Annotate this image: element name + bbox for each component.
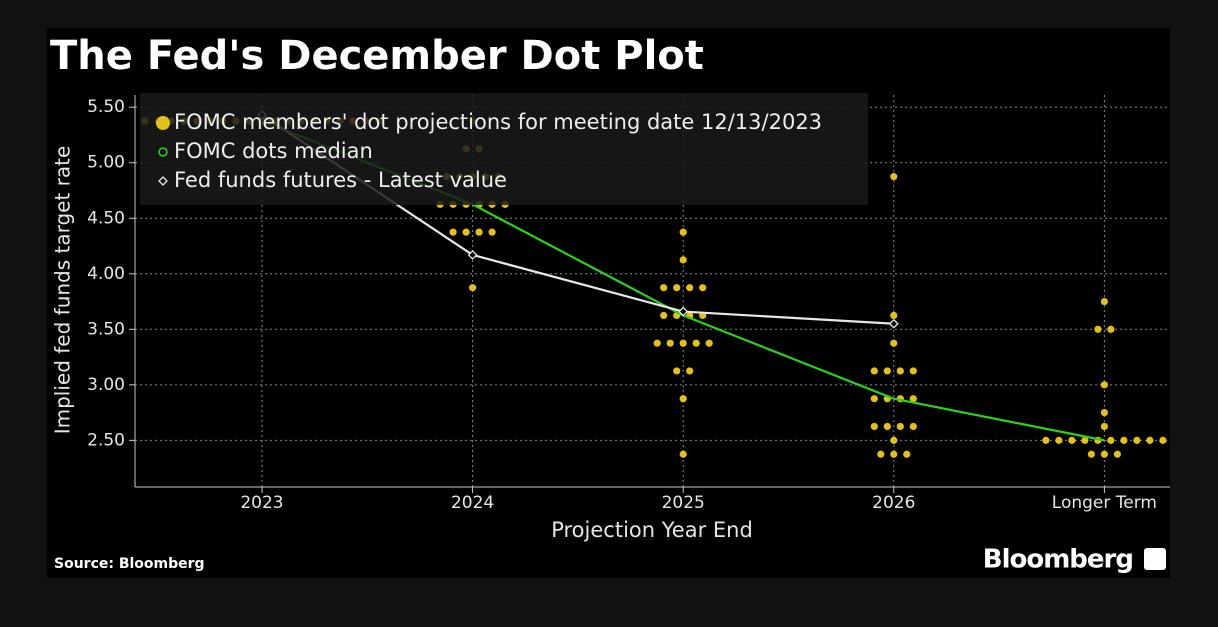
dot xyxy=(877,450,885,458)
dot xyxy=(1042,436,1050,444)
dot xyxy=(883,422,891,431)
legend-swatch xyxy=(158,147,168,157)
dot xyxy=(909,422,917,431)
marker xyxy=(888,318,899,329)
dot xyxy=(699,284,707,292)
dot xyxy=(1133,436,1141,444)
dot xyxy=(890,339,898,347)
dot xyxy=(890,436,898,444)
dot xyxy=(679,395,687,403)
legend-label: Fed funds futures - Latest value xyxy=(174,168,507,192)
dot xyxy=(1159,436,1167,444)
dot xyxy=(909,367,917,375)
dot xyxy=(686,284,694,292)
dot xyxy=(890,311,898,320)
y-tick-label: 5.50 xyxy=(87,97,125,117)
dot xyxy=(1100,450,1108,458)
dot xyxy=(890,173,898,181)
dot xyxy=(1094,325,1102,333)
legend: FOMC members' dot projections for meetin… xyxy=(140,93,868,205)
dot xyxy=(660,284,668,292)
dot xyxy=(475,228,483,236)
dot xyxy=(1087,450,1095,458)
dot xyxy=(1100,381,1108,389)
y-axis-label: Implied fed funds target rate xyxy=(51,146,75,435)
brand-icon xyxy=(1144,548,1166,570)
dot xyxy=(1107,325,1115,333)
dot xyxy=(673,367,681,375)
dot xyxy=(870,395,878,403)
marker xyxy=(467,249,478,260)
dot xyxy=(896,422,904,431)
dot xyxy=(1081,436,1089,444)
dot xyxy=(449,228,457,236)
source: Source: Bloomberg xyxy=(54,556,205,572)
dot xyxy=(1146,436,1154,444)
dot xyxy=(883,367,891,375)
dot xyxy=(462,228,470,236)
dot xyxy=(870,367,878,375)
y-tick-label: 4.50 xyxy=(87,208,125,228)
x-tick-label: 2026 xyxy=(872,493,915,513)
dot xyxy=(1100,408,1108,417)
plot: 2.50 3.00 3.50 4.00 4.50 5.00 5.50 2023 2024 2025… xyxy=(87,95,1170,513)
dot xyxy=(1120,436,1128,444)
x-tick-label: 2025 xyxy=(662,493,705,513)
dot xyxy=(1107,436,1115,444)
dot xyxy=(903,450,911,458)
chart-title: The Fed's December Dot Plot xyxy=(50,33,704,79)
dot xyxy=(679,339,687,347)
dot xyxy=(1100,422,1108,431)
y-tick-label: 3.50 xyxy=(87,319,125,339)
legend-label: FOMC members' dot projections for meetin… xyxy=(174,110,822,134)
legend-label: FOMC dots median xyxy=(174,139,373,163)
dot xyxy=(679,228,687,236)
y-tick-label: 4.00 xyxy=(87,264,125,284)
x-tick-label: Longer Term xyxy=(1052,493,1157,513)
dot xyxy=(1055,436,1063,444)
marker xyxy=(678,306,689,317)
legend-box xyxy=(140,93,868,205)
dot xyxy=(686,367,694,375)
dot xyxy=(673,284,681,292)
legend-swatch xyxy=(156,116,170,130)
dot xyxy=(870,422,878,431)
x-tick-label: 2024 xyxy=(451,493,494,513)
dot xyxy=(705,339,713,347)
y-tick-label: 5.00 xyxy=(87,153,125,173)
brand: Bloomberg xyxy=(983,545,1133,575)
dot xyxy=(890,450,898,458)
dot xyxy=(909,395,917,403)
dot xyxy=(666,339,674,347)
dot xyxy=(692,339,700,347)
x-tick-label: 2023 xyxy=(240,493,283,513)
y-tick-label: 2.50 xyxy=(87,430,125,450)
dot xyxy=(653,339,661,347)
dot xyxy=(660,311,668,320)
dot xyxy=(1113,450,1121,458)
y-tick-label: 3.00 xyxy=(87,375,125,395)
dot xyxy=(679,450,687,458)
dot xyxy=(1068,436,1076,444)
dot xyxy=(679,256,687,264)
legend-swatch xyxy=(158,176,168,186)
x-axis-label: Projection Year End xyxy=(551,518,753,542)
dot xyxy=(1100,297,1108,306)
dot xyxy=(469,284,477,292)
dot xyxy=(896,367,904,375)
dot xyxy=(488,228,496,236)
